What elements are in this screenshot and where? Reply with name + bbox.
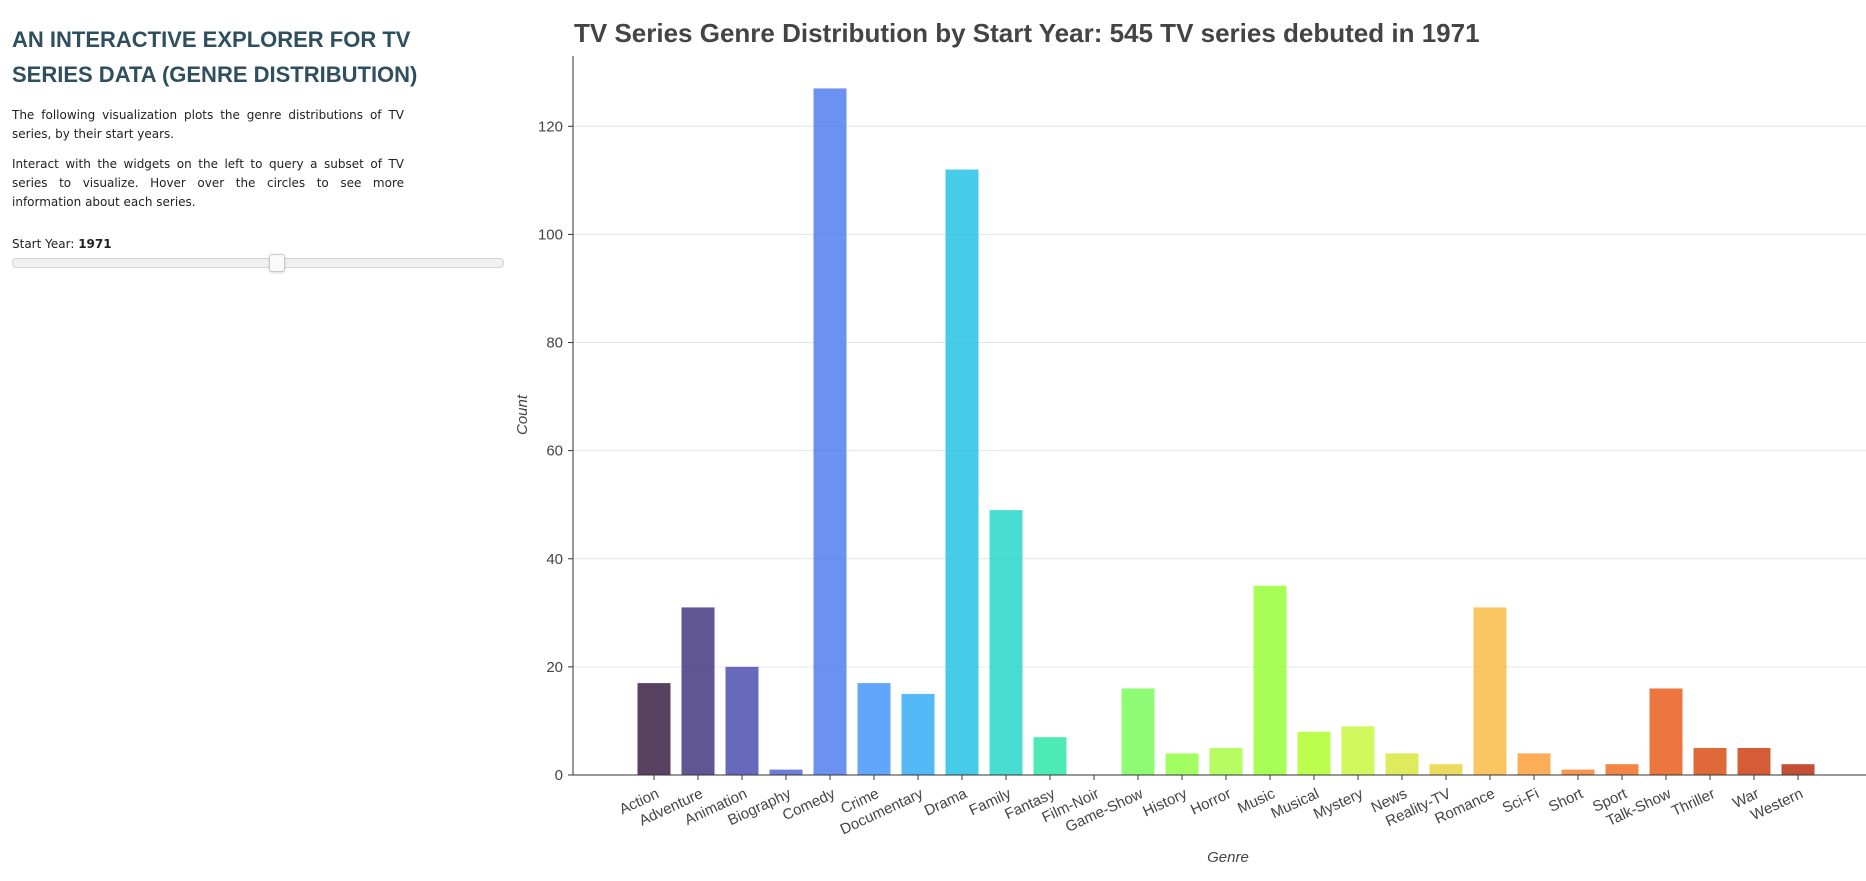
bar-animation[interactable] <box>725 666 759 775</box>
y-tick: 100 <box>538 226 573 243</box>
bar-news[interactable] <box>1385 753 1419 775</box>
y-tick: 20 <box>546 659 573 676</box>
bars <box>637 88 1815 776</box>
start-year-slider[interactable] <box>12 254 504 272</box>
y-tick-label: 0 <box>555 767 563 784</box>
bar-romance[interactable] <box>1473 607 1507 775</box>
bar-thriller[interactable] <box>1693 747 1727 775</box>
bar-adventure[interactable] <box>681 607 715 775</box>
x-tick-label: Musical <box>1268 785 1321 822</box>
bar-drama[interactable] <box>945 169 979 776</box>
bar-talk-show[interactable] <box>1649 688 1683 775</box>
x-tick: History <box>1140 775 1190 820</box>
bar-music[interactable] <box>1253 585 1287 775</box>
x-tick-label: History <box>1140 785 1190 820</box>
y-tick: 80 <box>546 335 573 352</box>
start-year-value: 1971 <box>78 237 112 251</box>
x-axis-label: Genre <box>1207 849 1249 866</box>
x-tick-label: Drama <box>922 785 971 820</box>
gridlines <box>573 125 1866 668</box>
bar-crime[interactable] <box>857 683 891 775</box>
bar-biography[interactable] <box>769 769 803 775</box>
bar-mystery[interactable] <box>1341 726 1375 775</box>
description-paragraph-2: Interact with the widgets on the left to… <box>12 157 404 209</box>
bar-short[interactable] <box>1561 769 1595 775</box>
bar-horror[interactable] <box>1209 747 1243 775</box>
y-axis-label: Count <box>514 394 531 435</box>
bar-sci-fi[interactable] <box>1517 753 1551 775</box>
bar-reality-tv[interactable] <box>1429 764 1463 775</box>
y-tick: 60 <box>546 443 573 460</box>
y-tick-label: 40 <box>546 551 563 568</box>
bar-musical[interactable] <box>1297 731 1331 775</box>
start-year-label-text: Start Year: <box>12 237 75 251</box>
y-tick-label: 20 <box>546 659 563 676</box>
x-tick: Horror <box>1188 775 1234 819</box>
bar-history[interactable] <box>1165 753 1199 775</box>
bar-family[interactable] <box>989 510 1023 775</box>
bar-fantasy[interactable] <box>1033 737 1067 775</box>
x-tick-label: Short <box>1546 785 1586 816</box>
x-tick-label: Mystery <box>1311 785 1366 823</box>
start-year-label: Start Year: 1971 <box>12 237 504 251</box>
start-year-slider-handle[interactable] <box>268 254 285 272</box>
bar-war[interactable] <box>1737 747 1771 775</box>
app-title: AN INTERACTIVE EXPLORER FOR TV SERIES DA… <box>12 27 418 87</box>
x-tick-label: Thriller <box>1669 785 1718 820</box>
x-tick: Sci-Fi <box>1500 775 1542 817</box>
bar-documentary[interactable] <box>901 693 935 775</box>
y-tick-label: 100 <box>538 226 563 243</box>
chart-title: TV Series Genre Distribution by Start Ye… <box>574 18 1480 48</box>
y-tick-label: 120 <box>538 118 563 135</box>
bar-western[interactable] <box>1781 764 1815 775</box>
x-tick-label: Horror <box>1188 785 1234 818</box>
y-tick-label: 60 <box>546 443 563 460</box>
bar-action[interactable] <box>637 683 671 775</box>
y-tick-label: 80 <box>546 335 563 352</box>
description-paragraph-1: The following visualization plots the ge… <box>12 108 404 141</box>
y-tick: 120 <box>538 118 573 135</box>
x-tick-label: Sci-Fi <box>1500 785 1542 817</box>
y-tick: 0 <box>555 767 573 784</box>
y-axis: 0 20 40 60 80 100 120 <box>538 56 574 784</box>
x-tick: Thriller <box>1669 775 1718 820</box>
x-tick: Drama <box>922 775 971 820</box>
sidebar: AN INTERACTIVE EXPLORER FOR TV SERIES DA… <box>12 22 504 272</box>
bar-comedy[interactable] <box>813 88 847 775</box>
x-tick: Short <box>1546 775 1586 816</box>
bar-sport[interactable] <box>1605 764 1639 775</box>
y-tick: 40 <box>546 551 573 568</box>
bar-game-show[interactable] <box>1121 688 1155 775</box>
